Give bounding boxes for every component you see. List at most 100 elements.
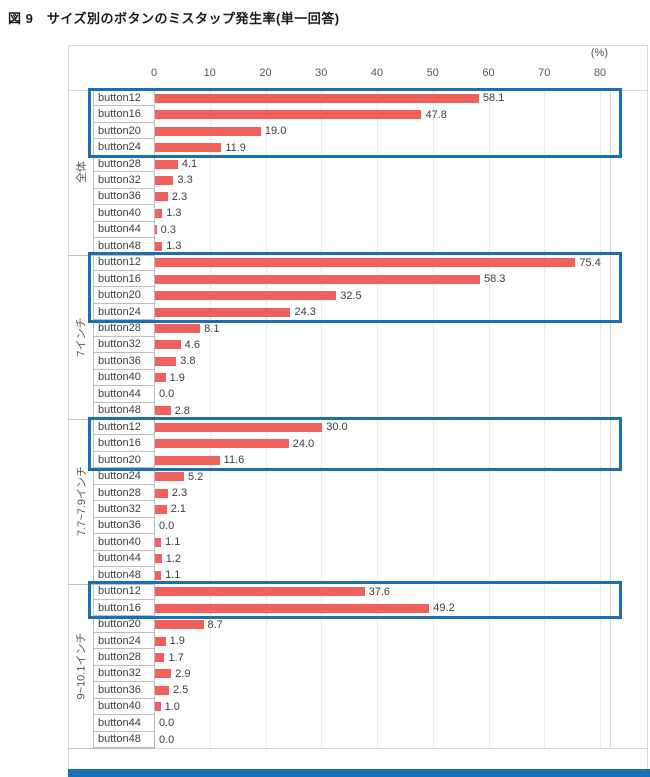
category-label: button16: [93, 106, 155, 123]
gridline: [432, 90, 434, 748]
gridline: [265, 90, 267, 748]
value-label: 24.0: [292, 437, 315, 450]
bar: [155, 126, 261, 136]
category-label: button40: [93, 534, 155, 551]
category-label: button16: [93, 599, 155, 617]
value-label: 4.6: [184, 338, 200, 351]
category-label: button32: [93, 501, 155, 518]
value-label: 30.0: [326, 421, 348, 434]
value-label: 19.0: [264, 125, 287, 138]
x-tick-label: 30: [315, 67, 328, 79]
value-label: 2.5: [172, 684, 189, 697]
value-label: 0.0: [159, 519, 175, 532]
plot-top-border: [68, 90, 648, 91]
bar: [155, 143, 222, 153]
value-label: 3.8: [180, 355, 196, 368]
value-label: 8.7: [207, 618, 223, 631]
bar: [155, 208, 163, 218]
group-separator: [68, 748, 155, 749]
bar: [155, 570, 162, 580]
category-label: button24: [93, 468, 155, 485]
value-label: 3.3: [177, 174, 193, 187]
group-label: 全体: [75, 161, 88, 184]
value-label: 4.1: [181, 158, 198, 171]
group-separator: [68, 583, 155, 585]
bar: [155, 93, 479, 103]
value-label: 1.1: [165, 536, 181, 549]
bar: [155, 356, 177, 366]
value-label: 1.3: [166, 240, 182, 253]
bar: [155, 406, 171, 416]
bar: [155, 110, 422, 120]
gridline: [600, 90, 601, 748]
value-label: 32.5: [340, 289, 362, 302]
bar: [155, 307, 291, 317]
category-label: button48: [93, 731, 155, 748]
x-tick-label: 20: [259, 67, 272, 79]
value-label: 1.0: [164, 700, 180, 713]
value-label: 49.2: [433, 602, 455, 615]
bar: [155, 504, 167, 514]
value-label: 1.9: [169, 371, 185, 384]
value-label: 2.1: [170, 503, 186, 516]
value-label: 11.6: [223, 454, 245, 467]
bar: [155, 340, 181, 350]
group-label-cell: 7.7~7.9インチ: [68, 419, 93, 584]
value-label: 0.0: [159, 733, 175, 746]
value-label: 1.9: [169, 635, 185, 648]
gridline: [488, 90, 490, 748]
bar: [155, 620, 204, 630]
category-label: button48: [93, 567, 155, 584]
category-label: button32: [93, 665, 155, 683]
category-label: button12: [93, 90, 155, 107]
bar: [155, 422, 323, 432]
value-label: 8.1: [204, 322, 220, 335]
value-label: 2.3: [171, 487, 188, 500]
bar: [155, 636, 166, 646]
category-label: button24: [93, 303, 155, 321]
category-label: button12: [93, 254, 155, 271]
category-label: button36: [93, 353, 155, 370]
category-label: button44: [93, 386, 155, 403]
value-label: 1.1: [165, 569, 181, 582]
category-label: button12: [93, 419, 155, 436]
plot-bottom-border: [68, 748, 648, 749]
bar: [155, 373, 166, 383]
category-label: button20: [93, 287, 155, 304]
category-label: button48: [93, 238, 155, 255]
value-label: 1.3: [166, 207, 182, 220]
category-label: button20: [93, 616, 155, 633]
bar: [155, 702, 161, 712]
value-label: 11.9: [225, 141, 246, 154]
bar: [155, 455, 220, 465]
value-label: 58.1: [482, 92, 505, 105]
bar: [155, 274, 481, 284]
gridline: [544, 90, 546, 748]
category-label: button20: [93, 451, 155, 469]
bar: [155, 192, 168, 202]
value-label: 0.0: [159, 717, 175, 730]
value-label: 1.2: [165, 552, 181, 565]
bar: [155, 258, 576, 268]
category-label: button16: [93, 435, 155, 452]
category-label: button28: [93, 649, 155, 666]
category-label: button12: [93, 583, 155, 600]
value-label: 75.4: [579, 256, 601, 269]
group-separator: [68, 254, 155, 256]
x-tick-label: 60: [482, 67, 495, 79]
bar: [155, 241, 163, 251]
plot-right-border: [610, 90, 611, 748]
bar: [155, 488, 168, 498]
category-label: button32: [93, 336, 155, 354]
bar: [155, 439, 289, 449]
bar: [155, 587, 365, 597]
bottom-accent-bar: [68, 769, 650, 777]
category-label: button28: [93, 320, 155, 337]
bar: [155, 159, 178, 169]
group-label: 7インチ: [75, 317, 88, 357]
x-tick-label: 0: [150, 67, 158, 79]
value-label: 1.7: [168, 651, 184, 664]
category-label: button24: [93, 139, 155, 156]
x-tick-label: 80: [593, 67, 607, 79]
